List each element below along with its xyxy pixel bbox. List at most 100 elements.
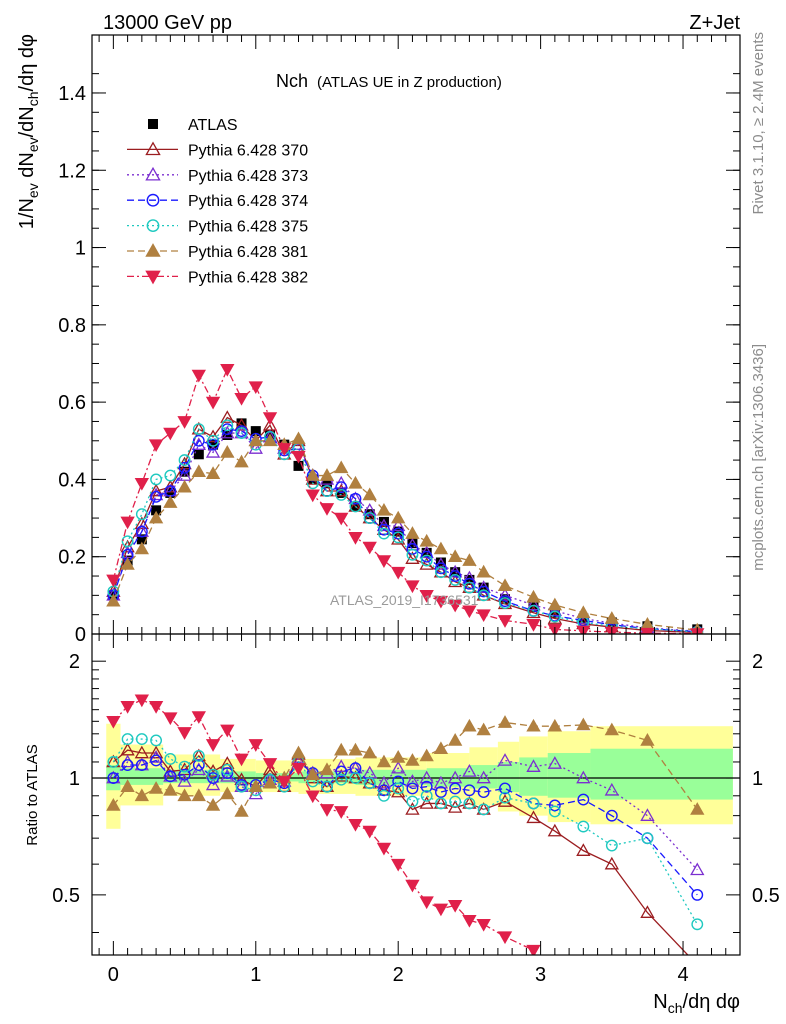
ratio-point xyxy=(220,768,235,782)
ratio-point xyxy=(640,905,655,918)
ratio-point xyxy=(690,862,705,876)
data-point xyxy=(178,454,191,467)
ratio-point xyxy=(391,784,406,798)
data-point xyxy=(449,570,462,582)
tick-label: 3 xyxy=(535,964,546,986)
band-inner-segment xyxy=(163,769,221,784)
data-point xyxy=(321,478,332,489)
data-point xyxy=(500,594,511,605)
ratio-point xyxy=(319,804,335,817)
series-line-pythia-6-428-373 xyxy=(112,432,698,632)
tick-label: 1.4 xyxy=(58,83,86,105)
ratio-point xyxy=(526,718,541,732)
tick-label: 1 xyxy=(250,964,261,986)
data-point xyxy=(193,449,204,460)
ratio-point xyxy=(526,759,541,772)
data-point xyxy=(179,466,190,477)
data-point xyxy=(348,532,363,545)
ratio-point xyxy=(376,842,392,856)
series-pythia-6-428-375 xyxy=(107,419,704,634)
data-point xyxy=(548,610,561,623)
legend-label: Pythia 6.428 374 xyxy=(188,193,308,210)
ratio-point xyxy=(497,715,513,728)
ratio-y-axis-label: Ratio to ATLAS xyxy=(24,744,41,845)
ratio-point xyxy=(448,733,463,746)
ratio-point xyxy=(363,777,376,790)
data-point xyxy=(221,419,234,432)
data-point xyxy=(106,574,121,588)
data-point xyxy=(362,541,377,555)
tick-label: 1 xyxy=(75,238,86,260)
legend-marker xyxy=(145,270,161,285)
ratio-point xyxy=(335,765,348,778)
tick-label: 1 xyxy=(752,768,763,790)
ratio-point xyxy=(135,759,148,771)
legend-marker xyxy=(146,219,160,233)
series-line-pythia-6-428-370 xyxy=(112,416,698,634)
data-point xyxy=(236,418,247,429)
legend-marker xyxy=(146,193,160,207)
ratio-point xyxy=(526,810,541,824)
series-line-pythia-6-428-375 xyxy=(112,424,698,633)
ratio-point xyxy=(335,773,348,786)
ratio-point xyxy=(262,758,278,771)
ratio-point xyxy=(234,753,249,767)
ratio-point xyxy=(433,903,449,917)
ratio-point xyxy=(348,818,363,832)
data-point xyxy=(405,551,420,564)
data-point xyxy=(463,581,476,594)
ratio-point xyxy=(376,754,392,768)
data-point xyxy=(476,564,491,578)
header-left: 13000 GeV pp xyxy=(103,12,232,34)
data-point xyxy=(135,525,148,538)
tick-label: 0.6 xyxy=(58,392,86,414)
data-point xyxy=(319,503,335,516)
ratio-point xyxy=(499,782,511,795)
data-point xyxy=(234,454,249,468)
data-point xyxy=(191,437,206,450)
ratio-point xyxy=(526,944,541,955)
ratio-point xyxy=(120,701,135,714)
data-point xyxy=(497,587,513,601)
ratio-point xyxy=(349,772,362,784)
ratio-point xyxy=(192,759,205,771)
data-point xyxy=(526,589,541,603)
data-point xyxy=(376,502,392,516)
ratio-point xyxy=(121,733,134,745)
ratio-point xyxy=(691,888,704,901)
data-point xyxy=(391,518,406,532)
band-inner-segment xyxy=(469,765,498,789)
data-point xyxy=(376,555,392,568)
data-point xyxy=(148,439,164,453)
ratio-point xyxy=(150,734,163,747)
ratio-point xyxy=(547,718,563,732)
data-point xyxy=(449,573,462,586)
ratio-point xyxy=(605,839,618,852)
ratio-point xyxy=(477,803,490,816)
tick-label: 2 xyxy=(69,651,80,673)
data-point xyxy=(120,557,135,570)
data-point xyxy=(134,477,150,491)
data-point xyxy=(335,481,348,494)
ratio-series-pythia-6-428-381 xyxy=(106,715,705,817)
ratio-point xyxy=(420,780,433,793)
ratio-point xyxy=(576,717,591,731)
data-point xyxy=(419,590,434,603)
ratio-point xyxy=(476,722,491,736)
data-point xyxy=(499,597,511,610)
data-point xyxy=(207,434,219,447)
ratio-point xyxy=(362,745,377,759)
ratio-point xyxy=(391,750,406,763)
data-point xyxy=(207,438,219,451)
ratio-point xyxy=(691,918,704,931)
data-point xyxy=(177,416,192,429)
ratio-point xyxy=(248,739,263,752)
ratio-point xyxy=(135,733,148,745)
ratio-point xyxy=(462,718,477,732)
data-point xyxy=(362,487,377,501)
data-point xyxy=(148,487,164,501)
ratio-point xyxy=(462,764,477,777)
ratio-point xyxy=(420,789,433,802)
ratio-point xyxy=(604,722,619,736)
ratio-point xyxy=(163,712,178,726)
